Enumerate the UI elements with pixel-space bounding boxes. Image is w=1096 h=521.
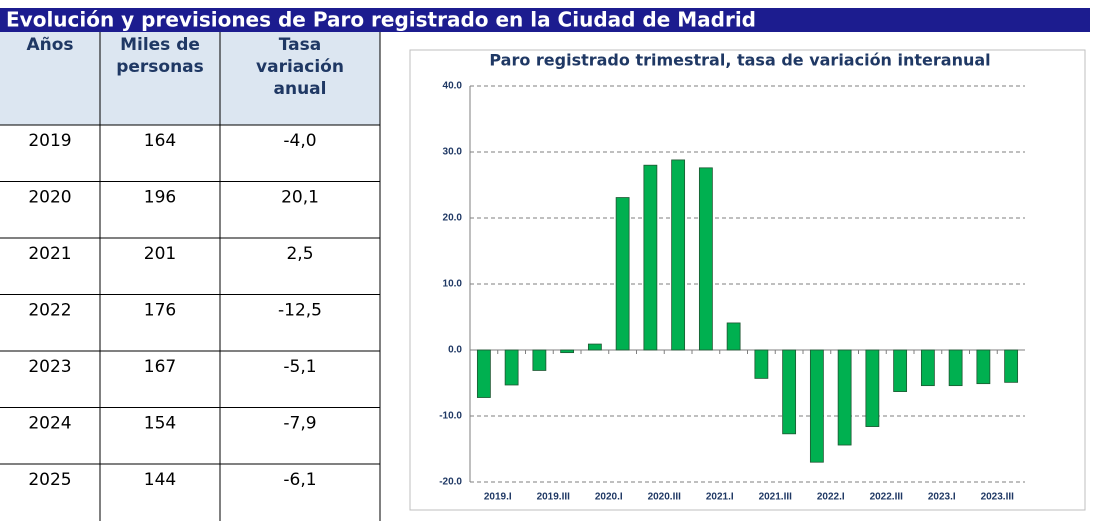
bar [837, 349, 852, 446]
table-cell: 2,5 [286, 244, 313, 264]
bar [893, 349, 908, 392]
bar [754, 349, 769, 379]
table-cell: -5,1 [283, 357, 316, 377]
x-tick-label: 2022.I [817, 492, 845, 503]
bar [476, 349, 491, 398]
table-cell: 2023 [28, 357, 71, 377]
table-cell: 144 [144, 470, 176, 490]
y-tick-label: 20.0 [443, 213, 463, 224]
column-header: Miles de [120, 35, 200, 55]
table-cell: -6,1 [283, 470, 316, 490]
y-tick-label: 0.0 [448, 345, 462, 356]
bar [643, 164, 658, 351]
table-cell: 20,1 [281, 188, 319, 208]
x-tick-label: 2020.III [648, 492, 682, 503]
table-cell: 164 [144, 131, 176, 151]
table-cell: -7,9 [283, 414, 316, 434]
x-tick-label: 2021.I [706, 492, 734, 503]
y-tick-label: 30.0 [443, 147, 463, 158]
table-cell: 2024 [28, 414, 71, 434]
table-header-bg [0, 32, 380, 125]
column-header: Años [26, 35, 73, 55]
column-header: anual [274, 79, 327, 99]
x-tick-label: 2022.III [870, 492, 904, 503]
page-title: Evolución y previsiones de Paro registra… [6, 8, 756, 32]
table-cell: 2021 [28, 244, 71, 264]
bar [504, 349, 519, 386]
chart-title: Paro registrado trimestral, tasa de vari… [489, 51, 990, 70]
table-cell: 2025 [28, 470, 71, 490]
bar [976, 349, 991, 385]
bar [1004, 349, 1019, 383]
bar [560, 349, 575, 354]
table-cell: 154 [144, 414, 176, 434]
x-tick-label: 2023.III [981, 492, 1015, 503]
table-cell: -4,0 [283, 131, 316, 151]
bar [865, 349, 880, 427]
bar [809, 349, 824, 463]
x-tick-label: 2019.III [537, 492, 571, 503]
bar [671, 159, 686, 351]
bar [698, 167, 713, 351]
table-cell: 2022 [28, 301, 71, 321]
table-cell: 201 [144, 244, 176, 264]
table-cell: 2020 [28, 188, 71, 208]
column-header: Tasa [279, 35, 321, 55]
bar [587, 343, 602, 351]
table-cell: 196 [144, 188, 176, 208]
bar [726, 322, 741, 351]
bar [615, 197, 630, 351]
x-tick-label: 2021.III [759, 492, 793, 503]
table-cell: 2019 [28, 131, 71, 151]
title-bar [0, 8, 1090, 32]
bar [948, 349, 963, 387]
column-header: variación [256, 57, 344, 77]
table-cell: -12,5 [278, 301, 322, 321]
table-cell: 167 [144, 357, 176, 377]
x-tick-label: 2023.I [928, 492, 956, 503]
chart-frame [409, 49, 1086, 511]
bar [532, 349, 547, 371]
table-cell: 176 [144, 301, 176, 321]
y-tick-label: 10.0 [443, 279, 463, 290]
y-tick-label: -20.0 [439, 477, 462, 488]
y-tick-label: -10.0 [439, 411, 462, 422]
bar [920, 349, 935, 387]
y-tick-label: 40.0 [443, 81, 463, 92]
bar [782, 349, 797, 435]
x-tick-label: 2019.I [484, 492, 512, 503]
column-header: personas [116, 57, 204, 77]
x-tick-label: 2020.I [595, 492, 623, 503]
